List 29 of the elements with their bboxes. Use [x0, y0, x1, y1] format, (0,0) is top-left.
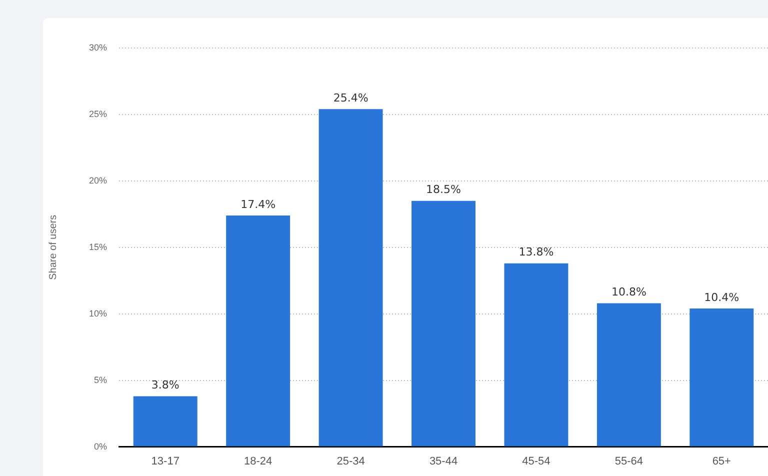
data-label: 3.8%	[151, 378, 180, 392]
x-tick-label: 25-34	[336, 455, 365, 468]
data-label: 10.4%	[704, 290, 740, 304]
bar	[318, 109, 383, 446]
bar	[596, 303, 661, 446]
bar	[504, 263, 568, 446]
y-tick-label: 0%	[94, 441, 108, 452]
data-label: 10.8%	[611, 286, 646, 299]
y-tick-label: 15%	[89, 242, 108, 252]
bar	[690, 308, 754, 446]
y-tick-label: 10%	[89, 308, 108, 318]
x-tick-label: 65+	[712, 455, 731, 468]
data-label: 17.4%	[240, 198, 276, 211]
y-tick-label: 25%	[89, 108, 108, 119]
x-tick-label: 45-54	[522, 455, 550, 468]
y-axis-title: Share of users	[48, 214, 59, 280]
data-label: 18.5%	[426, 183, 461, 196]
y-tick-label: 20%	[89, 175, 108, 186]
x-tick-label: 55-64	[614, 455, 643, 468]
x-tick-label: 35-44	[429, 455, 458, 468]
bar	[133, 396, 198, 446]
x-tick-label: 13-17	[151, 455, 180, 468]
y-tick-label: 30%	[89, 42, 108, 52]
x-tick-label: 18-24	[244, 455, 272, 468]
data-label: 25.4%	[333, 92, 368, 105]
data-label: 13.8%	[518, 246, 554, 259]
y-tick-label: 5%	[94, 374, 108, 385]
bar	[226, 215, 290, 446]
bar	[412, 200, 476, 446]
